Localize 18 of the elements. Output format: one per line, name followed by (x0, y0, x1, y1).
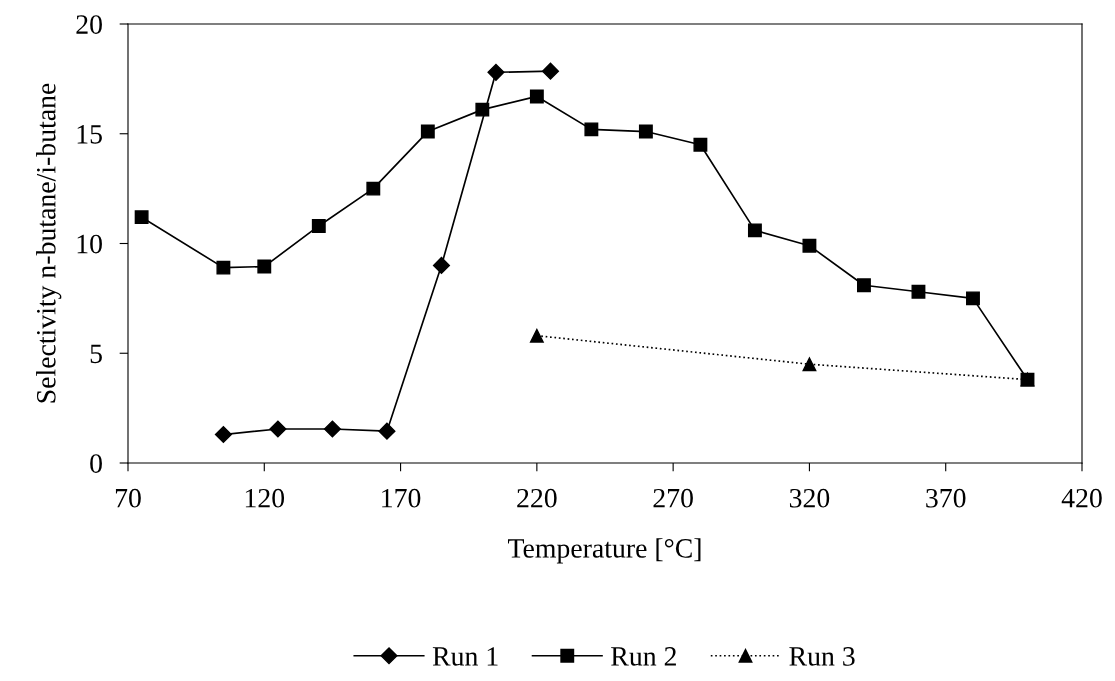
y-tick-label: 5 (90, 344, 102, 364)
y-axis-title: Selectivity n-butane/i-butane (36, 83, 62, 403)
x-tick-label: 120 (245, 488, 285, 508)
x-tick-label: 170 (382, 488, 421, 508)
y-tick-label: 10 (77, 234, 102, 254)
legend-label: Run 1 (432, 647, 498, 666)
x-tick-label: 370 (926, 488, 966, 508)
x-tick-label: 270 (653, 488, 693, 508)
y-tick-label: 0 (90, 454, 102, 473)
x-tick-label: 70 (115, 488, 141, 508)
x-axis-title: Temperature [°C] (507, 538, 701, 564)
x-tick-label: 320 (789, 488, 830, 508)
y-tick-label: 20 (76, 15, 102, 34)
x-tick-label: 420 (1061, 488, 1102, 508)
legend-label: Run 2 (611, 647, 676, 666)
legend-label: Run 3 (789, 647, 855, 666)
y-tick-label: 15 (77, 125, 102, 144)
x-tick-label: 220 (517, 488, 557, 508)
